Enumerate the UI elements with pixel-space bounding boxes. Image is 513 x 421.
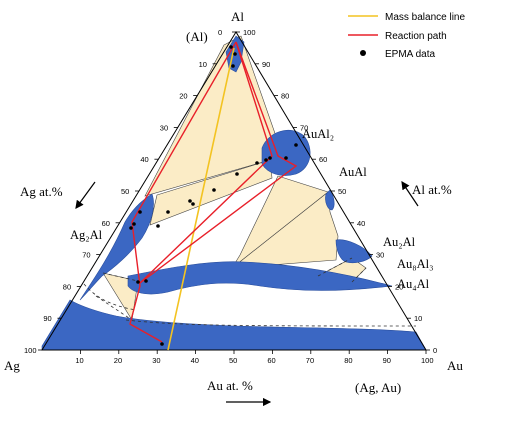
tick-label-left: 60 bbox=[102, 219, 110, 228]
phase-label-aual: AuAl bbox=[339, 165, 367, 179]
reaction-path-left bbox=[129, 41, 237, 343]
reaction-path-right bbox=[139, 41, 298, 284]
tick-label-bottom: 100 bbox=[421, 356, 434, 365]
reaction-paths bbox=[129, 41, 298, 343]
al-axis-arrow bbox=[401, 181, 419, 207]
ag2al-region bbox=[79, 193, 154, 301]
tick-label-right: 100 bbox=[243, 28, 256, 37]
tick-label-right: 40 bbox=[357, 219, 365, 228]
epma-point bbox=[264, 158, 268, 162]
corner-label-au: Au bbox=[447, 358, 463, 373]
tick-label-bottom: 90 bbox=[383, 356, 391, 365]
reaction-path-middle bbox=[139, 41, 273, 284]
two-phase-regions bbox=[102, 35, 367, 321]
epma-point bbox=[166, 210, 170, 214]
epma-point bbox=[144, 279, 148, 283]
epma-point bbox=[229, 45, 233, 49]
aual-region bbox=[325, 189, 335, 211]
tick-label-bottom: 80 bbox=[344, 356, 352, 365]
epma-point bbox=[138, 210, 142, 214]
tick-label-right: 10 bbox=[414, 314, 422, 323]
mass-balance-line bbox=[167, 47, 235, 351]
tick-label-bottom: 10 bbox=[75, 356, 83, 365]
epma-point bbox=[129, 226, 133, 230]
tick-label-left: 0 bbox=[218, 28, 222, 37]
tick-label-right: 80 bbox=[281, 92, 289, 101]
epma-point bbox=[132, 222, 136, 226]
dashed-boundary-au-side bbox=[317, 257, 367, 283]
ag-axis-label: Ag at.% bbox=[20, 184, 63, 199]
epma-point bbox=[268, 156, 272, 160]
epma-point bbox=[284, 156, 288, 160]
legend-reaction-path-label: Reaction path bbox=[385, 31, 447, 42]
phase-label-au4al: Au₄Al bbox=[397, 277, 430, 291]
tick-label-bottom: 70 bbox=[306, 356, 314, 365]
corner-label-al: Al bbox=[231, 9, 244, 24]
tick-label-left: 20 bbox=[179, 92, 187, 101]
tick-label-bottom: 20 bbox=[114, 356, 122, 365]
tick-label-right: 60 bbox=[319, 155, 327, 164]
al-region-label: (Al) bbox=[186, 29, 208, 44]
al-axis-label: Al at.% bbox=[412, 182, 452, 197]
au2al-region bbox=[335, 239, 373, 264]
tick-label-left: 80 bbox=[63, 282, 71, 291]
au-axis-label: Au at. % bbox=[207, 378, 253, 393]
tick-label-bottom: 60 bbox=[267, 356, 275, 365]
dashed-tie-ag2al bbox=[95, 272, 139, 321]
tick-label-bottom: 40 bbox=[191, 356, 199, 365]
phase-label-au8al3: Au₈Al₃ bbox=[397, 257, 434, 271]
axis-ticks: 10 20 30 40 50 60 70 80 90 1000102030405060708090… bbox=[24, 28, 437, 365]
epma-point bbox=[231, 64, 235, 68]
legend-epma-label: EPMA data bbox=[385, 49, 435, 60]
tick-label-left: 40 bbox=[140, 155, 148, 164]
tick-label-left: 30 bbox=[160, 123, 168, 132]
phase-label-ag2al: Ag₂Al bbox=[70, 228, 103, 242]
epma-point bbox=[255, 161, 259, 165]
dashed-boundary-lower bbox=[125, 319, 417, 327]
aual2-region bbox=[261, 130, 311, 176]
epma-point bbox=[191, 202, 195, 206]
epma-point bbox=[136, 280, 140, 284]
single-phase-regions bbox=[41, 35, 427, 351]
legend: Mass balance line Reaction path EPMA dat… bbox=[348, 12, 465, 60]
epma-point bbox=[235, 172, 239, 176]
tick-label-right: 70 bbox=[300, 123, 308, 132]
tick-label-bottom: 30 bbox=[152, 356, 160, 365]
epma-point bbox=[233, 52, 237, 56]
epma-point bbox=[156, 224, 160, 228]
tick-label-right: 90 bbox=[262, 60, 270, 69]
epma-point bbox=[160, 342, 164, 346]
legend-epma-swatch bbox=[360, 50, 366, 56]
phase-label-au2al: Au₂Al bbox=[383, 235, 416, 249]
epma-point bbox=[294, 143, 298, 147]
au4al-band bbox=[127, 261, 393, 295]
tick-label-bottom: 50 bbox=[229, 356, 237, 365]
tick-label-left: 70 bbox=[82, 251, 90, 260]
phase-label-aual2: AuAl₂ bbox=[302, 127, 334, 141]
tick-label-right: 0 bbox=[433, 346, 437, 355]
ag-axis-arrow bbox=[75, 181, 96, 209]
epma-points bbox=[129, 45, 298, 346]
tick-label-left: 100 bbox=[24, 346, 37, 355]
tick-label-left: 50 bbox=[121, 187, 129, 196]
legend-mass-balance-label: Mass balance line bbox=[385, 12, 465, 23]
agau-region-label: (Ag, Au) bbox=[355, 380, 401, 395]
epma-point bbox=[188, 199, 192, 203]
dashed-boundaries bbox=[83, 257, 417, 327]
tick-label-left: 10 bbox=[199, 60, 207, 69]
tick-label-right: 30 bbox=[376, 251, 384, 260]
epma-point bbox=[212, 188, 216, 192]
corner-label-ag: Ag bbox=[4, 358, 20, 373]
tick-label-right: 50 bbox=[338, 187, 346, 196]
tick-label-right: 20 bbox=[395, 282, 403, 291]
tick-label-left: 90 bbox=[43, 314, 51, 323]
